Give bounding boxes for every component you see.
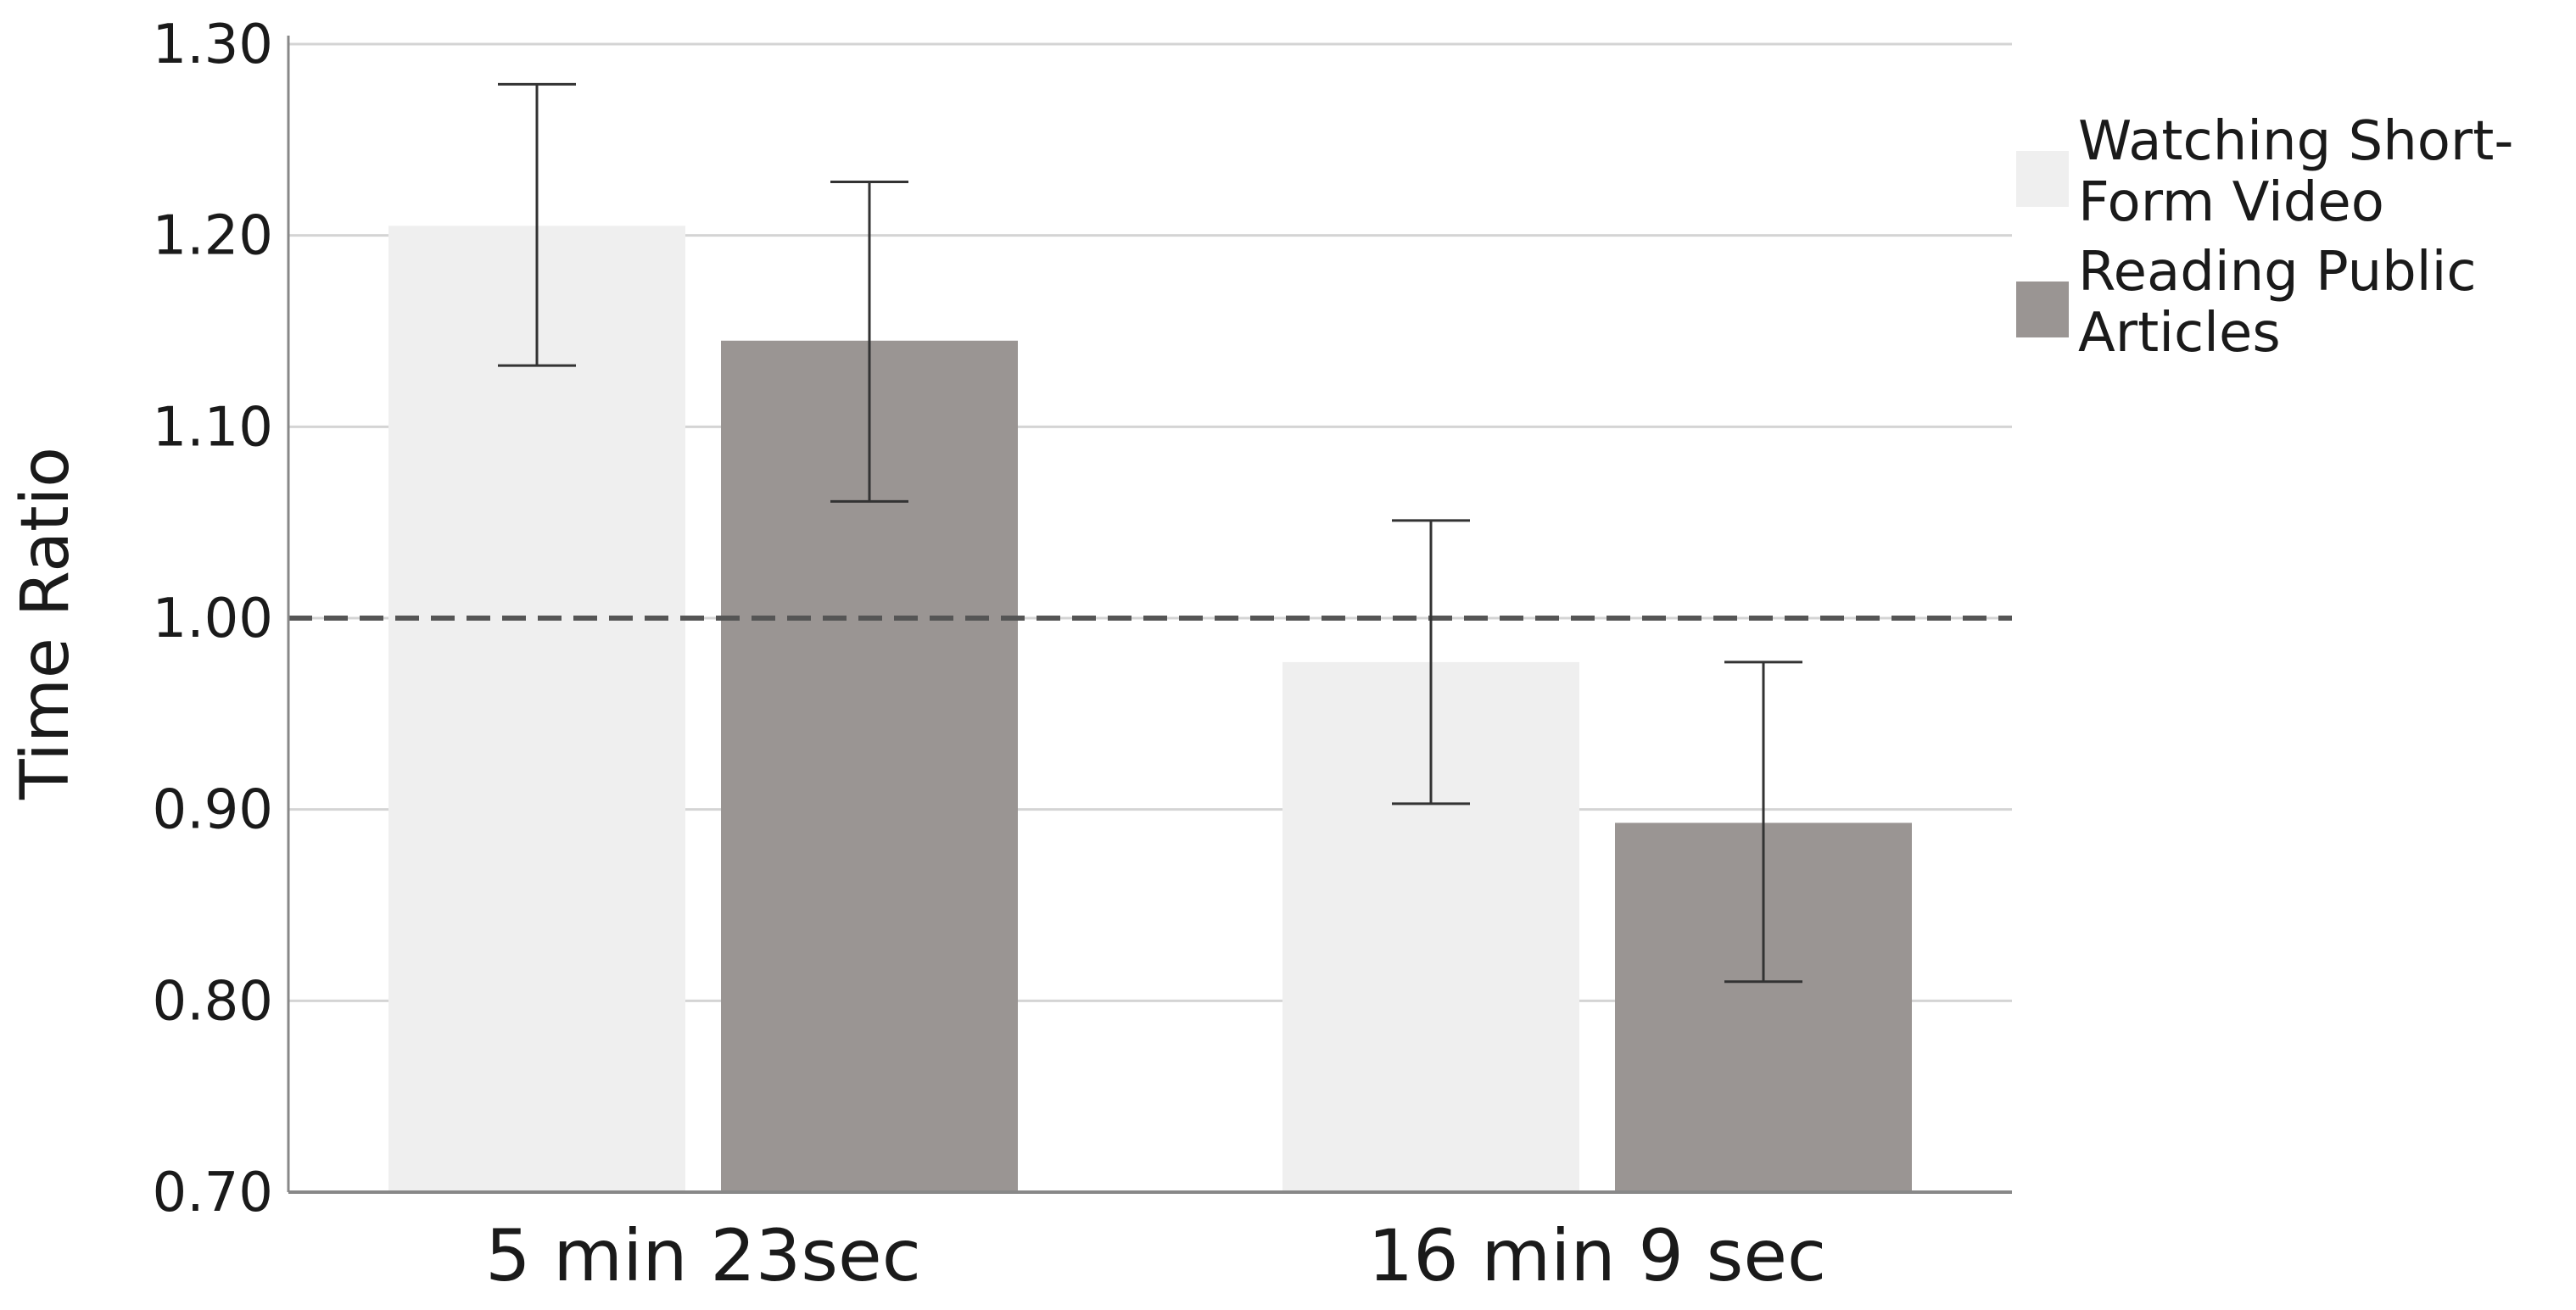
y-tick-label: 1.00	[153, 588, 274, 650]
error-bar	[1392, 519, 1470, 806]
legend-label: Form Video	[2078, 171, 2384, 234]
bars	[388, 226, 1912, 1193]
y-tick-label: 0.80	[153, 970, 274, 1033]
legend-swatch	[2016, 282, 2069, 337]
y-tick-label: 1.20	[153, 205, 274, 268]
legend-swatch	[2016, 151, 2069, 207]
error-bar	[830, 180, 908, 503]
legend-label: Articles	[2078, 302, 2281, 365]
y-tick-labels: 0.70 0.80 0.90 1.00 1.10 1.20 1.30	[153, 14, 274, 1224]
error-bar	[1724, 661, 1802, 984]
y-tick-label: 0.90	[153, 779, 274, 842]
bar-short-form-video	[388, 226, 685, 1193]
y-tick-label: 0.70	[153, 1162, 274, 1224]
y-axis-title: Time Ratio	[8, 447, 84, 800]
legend-item: Watching Short-Form Video	[2016, 110, 2513, 234]
x-category-label: 16 min 9 sec	[1368, 1214, 1826, 1297]
y-tick-label: 1.30	[153, 14, 274, 76]
x-category-labels: 5 min 23sec 16 min 9 sec	[485, 1214, 1826, 1297]
legend-label: Reading Public	[2078, 241, 2477, 304]
x-category-label: 5 min 23sec	[485, 1214, 921, 1297]
axes	[287, 36, 2012, 1194]
y-tick-label: 1.10	[153, 396, 274, 459]
legend-label: Watching Short-	[2078, 110, 2513, 173]
error-bar	[498, 82, 576, 367]
error-bars	[498, 82, 1802, 984]
